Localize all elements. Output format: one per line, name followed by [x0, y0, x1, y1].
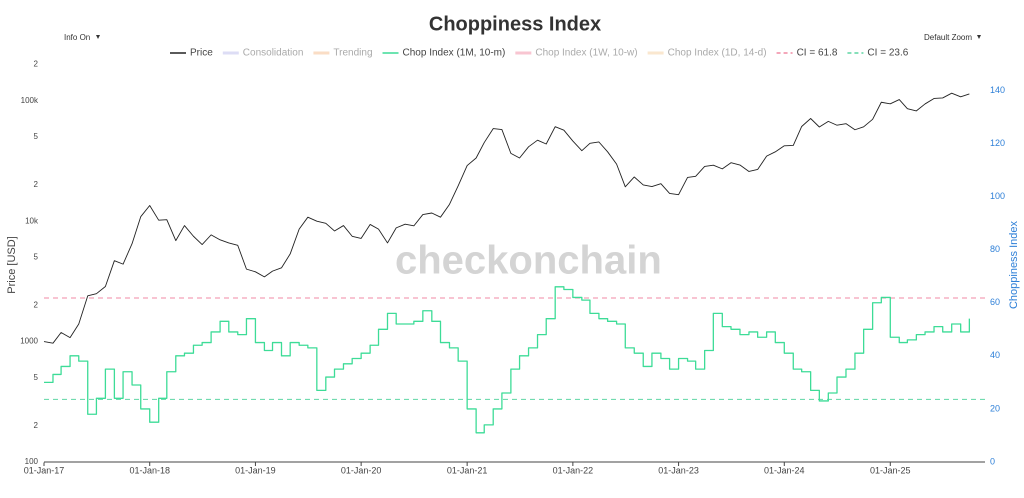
y-tick-label: 2 [34, 300, 39, 309]
x-tick-label: 01-Jan-18 [129, 465, 170, 475]
y-tick-label: 100k [21, 96, 39, 105]
series-line [44, 286, 971, 434]
y2-tick-label: 20 [990, 403, 1000, 413]
y-axis-title: Price [USD] [6, 236, 18, 293]
legend-label: Chop Index (1D, 14-d) [668, 48, 767, 59]
y-tick-label: 10k [25, 216, 39, 225]
y2-tick-label: 40 [990, 350, 1000, 360]
x-tick-label: 01-Jan-23 [658, 465, 699, 475]
legend-label: Chop Index (1M, 10-m) [403, 48, 506, 59]
y-tick-label: 2 [34, 60, 39, 69]
y2-tick-label: 120 [990, 138, 1005, 148]
y-tick-label: 2 [34, 421, 39, 430]
y2-axis-title: Choppiness Index [1008, 220, 1020, 309]
dropdown-arrow [977, 35, 981, 39]
x-tick-label: 01-Jan-25 [870, 465, 911, 475]
y-tick-label: 2 [34, 180, 39, 189]
watermark: checkonchain [395, 239, 662, 283]
dropdown-arrow [96, 35, 100, 39]
series-line [43, 92, 970, 344]
y2-tick-label: 140 [990, 85, 1005, 95]
x-tick-label: 01-Jan-24 [764, 465, 805, 475]
legend: Price Consolidation Trending Chop Index (1M… [170, 48, 909, 59]
y2-tick-label: 60 [990, 297, 1000, 307]
x-tick-label: 01-Jan-21 [447, 465, 488, 475]
y-tick-label: 1000 [20, 337, 38, 346]
info-toggle[interactable]: Info On [64, 33, 90, 42]
zoom-select[interactable]: Default Zoom [924, 33, 972, 42]
y-tick-label: 5 [34, 373, 39, 382]
x-tick-label: 01-Jan-17 [24, 465, 65, 475]
y-tick-label: 5 [34, 253, 39, 262]
x-tick-label: 01-Jan-22 [553, 465, 594, 475]
y-tick-label: 5 [34, 132, 39, 141]
legend-label: Chop Index (1W, 10-w) [535, 48, 637, 59]
legend-label: Consolidation [243, 48, 304, 59]
legend-label: Price [190, 48, 213, 59]
legend-label: CI = 61.8 [797, 48, 838, 59]
x-tick-label: 01-Jan-20 [341, 465, 382, 475]
y2-tick-label: 100 [990, 191, 1005, 201]
legend-label: CI = 23.6 [867, 48, 908, 59]
y-tick-label: 100 [25, 457, 39, 466]
y2-tick-label: 0 [990, 456, 995, 466]
y2-tick-label: 80 [990, 244, 1000, 254]
x-tick-label: 01-Jan-19 [235, 465, 276, 475]
legend-label: Trending [333, 48, 372, 59]
chart-title: Choppiness Index [429, 13, 601, 35]
